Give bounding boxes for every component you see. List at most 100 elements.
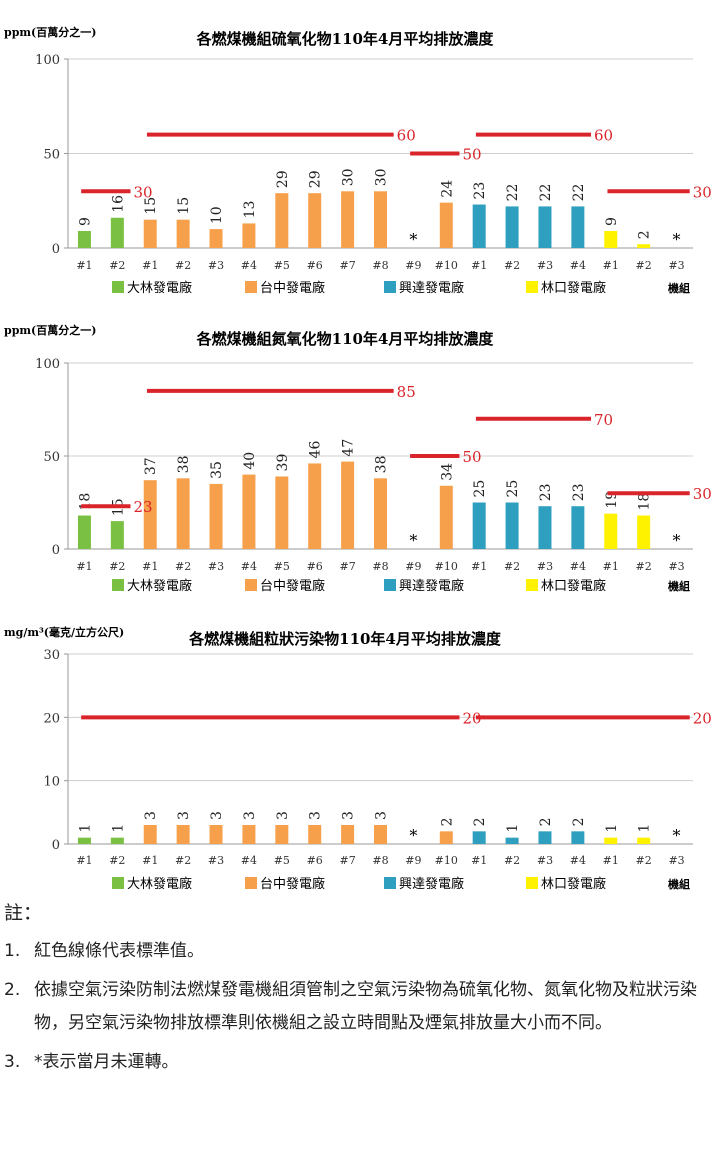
pm-legend-swatch bbox=[526, 877, 538, 889]
so2-bar-value-label: 30 bbox=[374, 168, 390, 186]
pm-legend-label: 林口發電廠 bbox=[541, 876, 606, 892]
so2-category-label: #2 bbox=[636, 259, 652, 272]
pm-legend-label: 大林發電廠 bbox=[127, 876, 192, 892]
pm-bar-value-label: 2 bbox=[571, 817, 587, 826]
note-item: 1. 紅色線條代表標準值。 bbox=[4, 935, 704, 968]
pm-bar-value-label: 1 bbox=[505, 824, 521, 833]
pm-category-label: #1 bbox=[471, 854, 487, 867]
pm-bar bbox=[571, 831, 585, 844]
pm-bar-value-label: 1 bbox=[77, 824, 93, 833]
nox-category-label: #2 bbox=[109, 560, 125, 573]
pm-y-tick-label: 30 bbox=[43, 648, 60, 663]
nox-category-label: #4 bbox=[570, 560, 586, 573]
nox-bar-value-label: 25 bbox=[472, 480, 488, 498]
pm-y-axis-label: mg/m³(毫克/立方公尺) bbox=[4, 625, 124, 639]
nox-legend-swatch bbox=[245, 579, 257, 591]
pm-bar-value-label: 1 bbox=[604, 824, 620, 833]
nox-chart-svg: 各燃煤機組氮氧化物110年4月平均排放濃度 ppm(百萬分之一) 0 50 100 18 #… bbox=[4, 323, 712, 594]
so2-category-label: #1 bbox=[603, 259, 619, 272]
note-number: 2. bbox=[4, 980, 21, 1000]
nox-bar bbox=[77, 515, 91, 549]
nox-category-label: #4 bbox=[241, 560, 257, 573]
pm-category-label: #4 bbox=[241, 854, 257, 867]
pm-bar-value-label: 2 bbox=[439, 817, 455, 826]
so2-bar-value-label: 15 bbox=[143, 197, 159, 215]
pm-bar-value-label: 3 bbox=[176, 811, 192, 820]
nox-bar bbox=[439, 485, 453, 549]
so2-bar-value-label: 30 bbox=[341, 168, 357, 186]
nox-legend-swatch bbox=[112, 579, 124, 591]
so2-bar-value-label: 29 bbox=[308, 170, 324, 188]
pm-category-label: #3 bbox=[668, 854, 684, 867]
note-item: 3. *表示當月未運轉。 bbox=[4, 1046, 704, 1079]
nox-bar bbox=[143, 480, 157, 549]
so2-bar bbox=[439, 202, 453, 248]
nox-bar-value-label: 25 bbox=[505, 480, 521, 498]
so2-category-label: #3 bbox=[668, 259, 684, 272]
nox-category-label: #3 bbox=[208, 560, 224, 573]
nox-bar bbox=[472, 502, 486, 549]
note-text: *表示當月未運轉。 bbox=[34, 1052, 179, 1072]
nox-category-label: #5 bbox=[274, 560, 290, 573]
so2-legend-label: 台中發電廠 bbox=[260, 280, 325, 296]
nox-legend-label: 興達發電廠 bbox=[399, 578, 464, 594]
so2-category-label: #4 bbox=[241, 259, 257, 272]
pm-category-label: #2 bbox=[636, 854, 652, 867]
nox-y-tick-label: 100 bbox=[35, 357, 60, 372]
so2-bar-value-label: 10 bbox=[209, 206, 225, 224]
pm-bar bbox=[439, 831, 453, 844]
pm-bar-value-label: 3 bbox=[308, 811, 324, 820]
so2-category-label: #4 bbox=[570, 259, 586, 272]
pm-legend-swatch bbox=[245, 877, 257, 889]
nox-bar bbox=[637, 515, 651, 549]
so2-chart-title: 各燃煤機組硫氧化物110年4月平均排放濃度 bbox=[196, 30, 495, 48]
so2-category-label: #1 bbox=[471, 259, 487, 272]
nox-bar bbox=[275, 476, 289, 549]
so2-bar bbox=[176, 219, 190, 248]
pm-bar-value-label: 1 bbox=[110, 824, 126, 833]
nox-standard-label: 50 bbox=[462, 448, 481, 466]
notes-section: 註： 1. 紅色線條代表標準值。 2. 依據空氣污染防制法燃煤發電機組須管制之空… bbox=[4, 898, 704, 1085]
nox-x-axis-label: 機組 bbox=[668, 579, 690, 593]
so2-bar bbox=[538, 206, 552, 248]
pm-bar bbox=[341, 825, 355, 844]
pm-bar bbox=[604, 837, 618, 844]
pm-category-label: #2 bbox=[175, 854, 191, 867]
so2-category-label: #2 bbox=[175, 259, 191, 272]
so2-bar-value-label: 9 bbox=[77, 217, 93, 226]
pm-bar-value-label: 3 bbox=[341, 811, 357, 820]
pm-category-label: #10 bbox=[435, 854, 458, 867]
nox-chart-title: 各燃煤機組氮氧化物110年4月平均排放濃度 bbox=[196, 330, 495, 348]
so2-bar bbox=[209, 229, 223, 248]
so2-legend-label: 大林發電廠 bbox=[127, 280, 192, 296]
note-number: 3. bbox=[4, 1052, 21, 1072]
pm-bar bbox=[637, 837, 651, 844]
notes-heading: 註： bbox=[4, 902, 43, 924]
nox-category-label: #8 bbox=[372, 560, 388, 573]
so2-bar bbox=[275, 193, 289, 248]
pm-category-label: #2 bbox=[109, 854, 125, 867]
so2-standard-label: 60 bbox=[397, 127, 416, 145]
pm-x-axis-label: 機組 bbox=[668, 877, 690, 891]
nox-legend-label: 台中發電廠 bbox=[260, 578, 325, 594]
so2-bar bbox=[110, 217, 124, 248]
nox-bar-value-label: 46 bbox=[308, 441, 324, 459]
pm-category-label: #8 bbox=[372, 854, 388, 867]
so2-bar bbox=[374, 191, 387, 248]
so2-bar-value-label: 13 bbox=[242, 201, 258, 219]
so2-bar-value-label: 24 bbox=[439, 180, 455, 198]
pm-category-label: #5 bbox=[274, 854, 290, 867]
nox-standard-label: 85 bbox=[397, 383, 416, 401]
nox-category-label: #9 bbox=[405, 560, 421, 573]
nox-category-label: #3 bbox=[537, 560, 553, 573]
so2-not-operating-mark: * bbox=[673, 230, 681, 249]
so2-bar-value-label: 23 bbox=[472, 182, 488, 200]
pm-legend-label: 興達發電廠 bbox=[399, 876, 464, 892]
nox-bar bbox=[341, 461, 355, 549]
nox-category-label: #2 bbox=[175, 560, 191, 573]
nox-y-tick-label: 50 bbox=[43, 450, 60, 465]
nox-bar-value-label: 40 bbox=[242, 452, 258, 470]
nox-category-label: #2 bbox=[504, 560, 520, 573]
pm-category-label: #7 bbox=[339, 854, 355, 867]
nox-bar bbox=[538, 506, 552, 549]
